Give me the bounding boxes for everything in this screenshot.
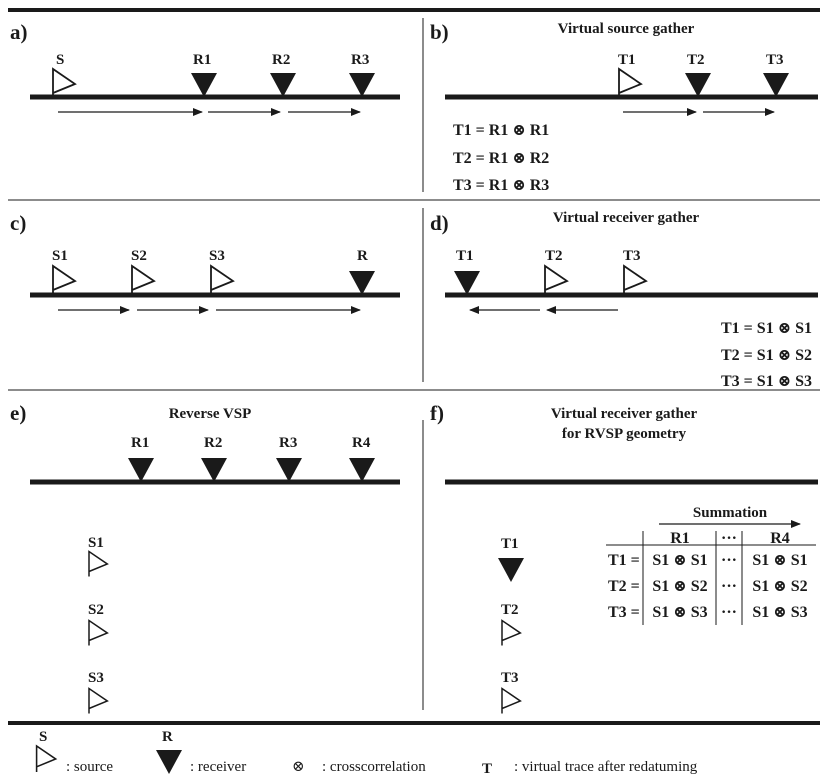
- panel-e-title: Reverse VSP: [169, 406, 252, 422]
- legend-source-text: : source: [66, 759, 113, 775]
- receiver-triangle-icon: [156, 750, 182, 774]
- source-flag-icon: [35, 745, 57, 773]
- legend: S : source R : receiver ⊗ : crosscorrela…: [35, 729, 698, 775]
- summation-label: Summation: [693, 505, 768, 521]
- virtual-receiver-triangle-icon: [498, 558, 524, 582]
- receiver-triangle-icon: [763, 73, 789, 97]
- equation: T2 = R1 ⊗ R2: [453, 150, 549, 167]
- receiver-triangle-icon: [201, 458, 227, 482]
- source-label: S2: [131, 248, 147, 264]
- receiver-label: R3: [351, 52, 369, 68]
- panel-a-label: a): [10, 20, 28, 44]
- table-cell: S1 ⊗ S3: [752, 604, 807, 621]
- source-label: S3: [209, 248, 225, 264]
- trace-label: T3: [766, 52, 784, 68]
- panel-b-label: b): [430, 20, 449, 44]
- crosscorrelation-icon: ⊗: [292, 759, 305, 775]
- table-row-lhs: T2 =: [608, 578, 640, 595]
- trace-label: T3: [501, 670, 519, 686]
- equation: T2 = S1 ⊗ S2: [721, 347, 812, 364]
- table-header: ···: [721, 530, 737, 547]
- table-header: R4: [770, 530, 790, 547]
- table-cell: S1 ⊗ S2: [652, 578, 707, 595]
- receiver-triangle-icon: [349, 271, 375, 295]
- equation: T1 = S1 ⊗ S1: [721, 320, 812, 337]
- table-cell: S1 ⊗ S1: [752, 552, 807, 569]
- source-label: S1: [52, 248, 68, 264]
- receiver-label: R4: [352, 435, 371, 451]
- panel-c-label: c): [10, 211, 26, 235]
- source-flag-icon: [131, 265, 155, 297]
- table-row-lhs: T3 =: [608, 604, 640, 621]
- receiver-triangle-icon: [191, 73, 217, 97]
- receiver-triangle-icon: [349, 73, 375, 97]
- source-label: S: [56, 52, 64, 68]
- table-cell: S1 ⊗ S1: [652, 552, 707, 569]
- virtual-receiver-triangle-icon: [454, 271, 480, 295]
- panel-e: e) Reverse VSP R1 R2 R3 R4 S1 S2 S3: [10, 401, 400, 715]
- receiver-triangle-icon: [349, 458, 375, 482]
- borehole-source-flag-icon: [88, 619, 109, 647]
- source-flag-icon: [623, 265, 647, 297]
- trace-label: T1: [501, 536, 519, 552]
- source-label: S2: [88, 602, 104, 618]
- table-cell: ···: [721, 578, 737, 595]
- source-flag-icon: [52, 265, 76, 297]
- receiver-label: R: [357, 248, 368, 264]
- legend-receiver-text: : receiver: [190, 759, 246, 775]
- receiver-triangle-icon: [276, 458, 302, 482]
- table-row-lhs: T1 =: [608, 552, 640, 569]
- panel-e-label: e): [10, 401, 26, 425]
- panel-c: c) S1 S2 S3 R: [10, 211, 400, 314]
- table-header: R1: [670, 530, 690, 547]
- legend-receiver-symbol: R: [162, 729, 173, 745]
- source-label: S1: [88, 535, 104, 551]
- panel-f-label: f): [430, 401, 444, 425]
- panel-b: b) Virtual source gather T1 T2 T3 T1 = R…: [430, 20, 818, 194]
- receiver-label: R1: [131, 435, 149, 451]
- panel-a: a) S R1 R2 R3: [10, 20, 400, 116]
- panel-f: f) Virtual receiver gather for RVSP geom…: [430, 401, 818, 715]
- panel-d-title: Virtual receiver gather: [553, 210, 700, 226]
- trace-label: T1: [618, 52, 636, 68]
- receiver-triangle-icon: [270, 73, 296, 97]
- table-cell: ···: [721, 552, 737, 569]
- panel-f-title-line2: for RVSP geometry: [562, 426, 687, 442]
- receiver-triangle-icon: [128, 458, 154, 482]
- source-flag-icon: [210, 265, 234, 297]
- panel-f-title-line1: Virtual receiver gather: [551, 406, 698, 422]
- borehole-source-flag-icon: [88, 550, 109, 578]
- panel-b-title: Virtual source gather: [558, 21, 695, 37]
- table-cell: S1 ⊗ S2: [752, 578, 807, 595]
- table-cell: ···: [721, 604, 737, 621]
- trace-label: T2: [501, 602, 519, 618]
- equation: T1 = R1 ⊗ R1: [453, 122, 549, 139]
- source-label: S3: [88, 670, 104, 686]
- equation: T3 = S1 ⊗ S3: [721, 373, 812, 390]
- trace-label: T1: [456, 248, 474, 264]
- trace-label: T3: [623, 248, 641, 264]
- panel-d: d) Virtual receiver gather T1 T2 T3 T1 =…: [430, 210, 818, 390]
- panel-d-label: d): [430, 211, 449, 235]
- legend-crosscorrelation-text: : crosscorrelation: [322, 759, 426, 775]
- receiver-triangle-icon: [685, 73, 711, 97]
- source-flag-icon: [544, 265, 568, 297]
- legend-trace-text: : virtual trace after redatuming: [514, 759, 698, 775]
- legend-trace-symbol: T: [482, 761, 492, 775]
- borehole-source-flag-icon: [501, 619, 522, 647]
- trace-label: T2: [687, 52, 705, 68]
- trace-label: T2: [545, 248, 563, 264]
- borehole-source-flag-icon: [88, 687, 109, 715]
- receiver-label: R2: [272, 52, 290, 68]
- receiver-label: R2: [204, 435, 222, 451]
- borehole-source-flag-icon: [501, 687, 522, 715]
- legend-source-symbol: S: [39, 729, 47, 745]
- receiver-label: R1: [193, 52, 211, 68]
- table-cell: S1 ⊗ S3: [652, 604, 707, 621]
- receiver-label: R3: [279, 435, 297, 451]
- equation: T3 = R1 ⊗ R3: [453, 177, 549, 194]
